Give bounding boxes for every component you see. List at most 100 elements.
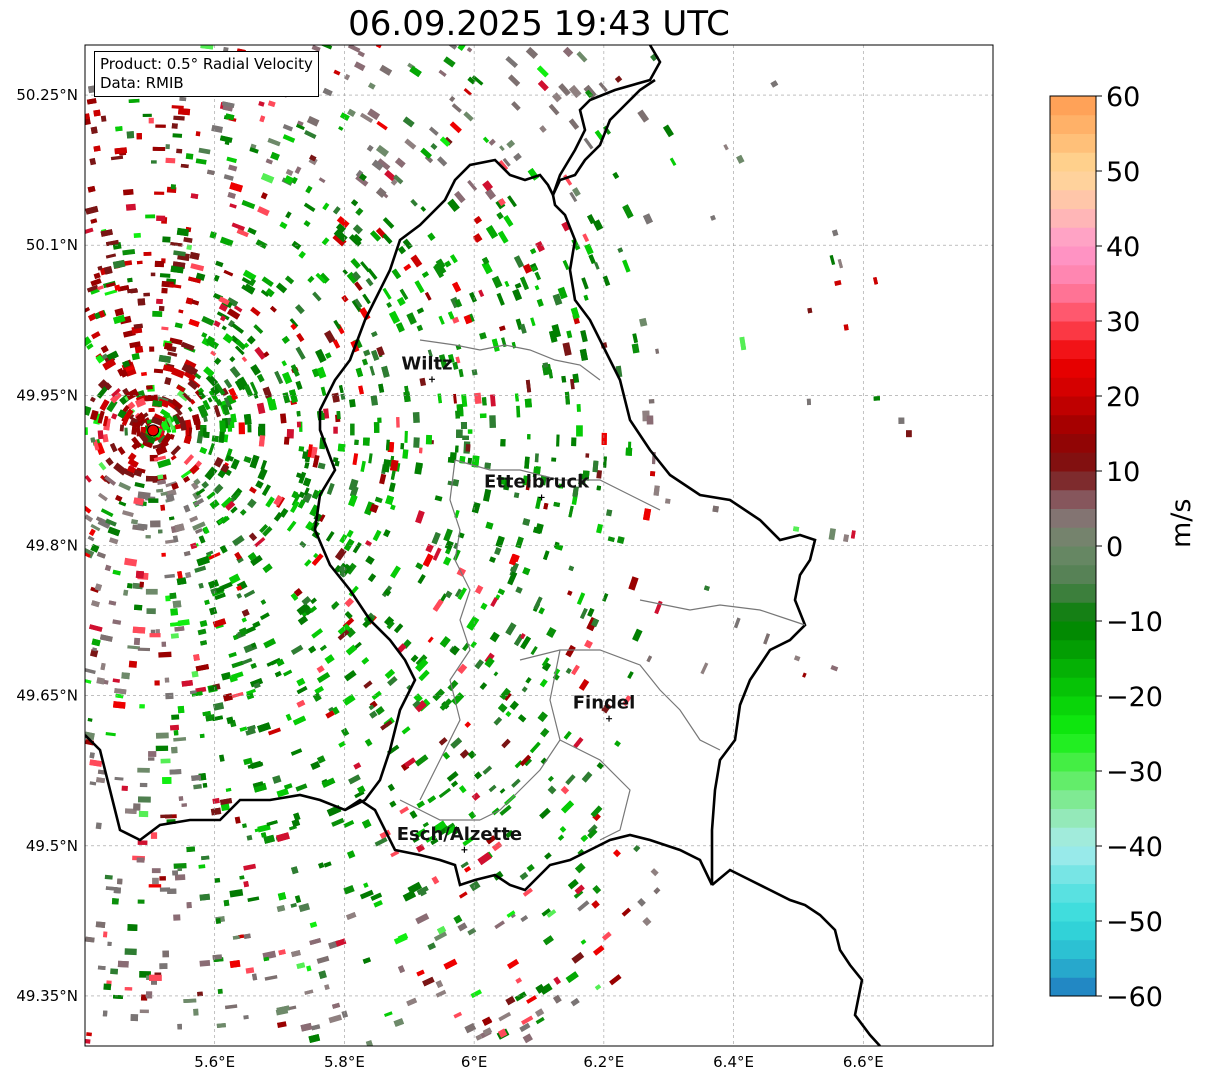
product-info-box: Product: 0.5° Radial Velocity Data: RMIB <box>94 51 319 97</box>
latitude-ticks: 50.25°N 50.1°N 49.95°N 49.8°N 49.65°N 49.5°N 4… <box>16 86 78 1005</box>
colorbar-band <box>1050 452 1096 472</box>
colorbar-band <box>1050 133 1096 153</box>
colorbar-band <box>1050 583 1096 603</box>
city-wiltz: Wiltz <box>401 353 453 383</box>
city-marker <box>538 494 545 501</box>
colorbar-band <box>1050 246 1096 266</box>
colorbar-tick-label: 30 <box>1106 307 1140 338</box>
colorbar-band <box>1050 846 1096 866</box>
colorbar-band <box>1050 808 1096 828</box>
city-esch-alzette: Esch/Alzette <box>397 824 522 853</box>
colorbar-band <box>1050 96 1096 116</box>
lon-tick-label: 5.8°E <box>324 1053 365 1071</box>
colorbar-band <box>1050 321 1096 341</box>
colorbar-band <box>1050 377 1096 397</box>
radar-plot-area: Wiltz Ettelbruck Findel Esch/Alzette <box>85 45 993 1046</box>
colorbar-band <box>1050 302 1096 322</box>
colorbar-tick-label: −60 <box>1106 982 1163 1013</box>
colorbar-tick-label: −30 <box>1106 757 1163 788</box>
colorbar-tick-label: −50 <box>1106 907 1163 938</box>
colorbar-band <box>1050 414 1096 434</box>
city-marker <box>606 715 613 722</box>
district-border <box>399 339 806 841</box>
colorbar-tick-label: 60 <box>1106 82 1140 113</box>
colorbar-tick-label: 10 <box>1106 457 1140 488</box>
colorbar-band <box>1050 527 1096 547</box>
lon-tick-label: 6°E <box>461 1053 488 1071</box>
colorbar-band <box>1050 152 1096 172</box>
colorbar-band <box>1050 677 1096 697</box>
country-border-luxembourg-france <box>344 798 714 892</box>
colorbar-band <box>1050 396 1096 416</box>
map-title: 06.09.2025 19:43 UTC <box>348 4 730 44</box>
lat-tick-label: 49.5°N <box>26 837 78 855</box>
colorbar-band <box>1050 752 1096 772</box>
colorbar-band <box>1050 602 1096 622</box>
lon-tick-label: 6.6°E <box>843 1053 884 1071</box>
colorbar-band <box>1050 939 1096 959</box>
lon-tick-label: 6.4°E <box>713 1053 754 1071</box>
colorbar-band <box>1050 864 1096 884</box>
colorbar-band <box>1050 339 1096 359</box>
colorbar-band <box>1050 171 1096 191</box>
longitude-ticks: 5.6°E 5.8°E 6°E 6.2°E 6.4°E 6.6°E <box>194 1053 883 1071</box>
colorbar-band <box>1050 358 1096 378</box>
lat-tick-label: 49.8°N <box>26 537 78 555</box>
city-labels: Wiltz Ettelbruck Findel Esch/Alzette <box>397 353 636 853</box>
map-frame <box>84 44 994 1047</box>
colorbar-tick-label: 50 <box>1106 157 1140 188</box>
lon-tick-label: 6.2°E <box>583 1053 624 1071</box>
city-name: Findel <box>573 693 636 714</box>
colorbar-band <box>1050 264 1096 284</box>
colorbar-band <box>1050 714 1096 734</box>
colorbar-band <box>1050 658 1096 678</box>
city-marker <box>428 376 435 383</box>
colorbar-band <box>1050 827 1096 847</box>
data-source-label: Data: RMIB <box>100 74 184 92</box>
colorbar-tick-label: −40 <box>1106 832 1163 863</box>
product-label: Product: 0.5° Radial Velocity <box>100 55 313 73</box>
country-border-germany-france <box>711 868 881 1046</box>
colorbar-tick-label: 0 <box>1106 532 1123 563</box>
colorbar-band <box>1050 283 1096 303</box>
colorbar-tick-label: −10 <box>1106 607 1163 638</box>
colorbar-band <box>1050 208 1096 228</box>
colorbar-band <box>1050 508 1096 528</box>
colorbar-tick-label: −20 <box>1106 682 1163 713</box>
colorbar-band <box>1050 564 1096 584</box>
colorbar-band <box>1050 639 1096 659</box>
lat-tick-label: 49.95°N <box>16 386 78 404</box>
colorbar-band <box>1050 771 1096 791</box>
colorbar: 60 50 40 30 20 10 0 −10 −20 −30 −40 −50 −60 <box>1049 82 1163 1013</box>
city-name: Ettelbruck <box>484 471 590 492</box>
colorbar-band <box>1050 621 1096 641</box>
colorbar-band <box>1050 489 1096 509</box>
radar-velocity-field <box>85 45 912 1046</box>
gridlines <box>85 45 993 1046</box>
colorbar-tick-label: 20 <box>1106 382 1140 413</box>
colorbar-band <box>1050 733 1096 753</box>
lon-tick-label: 5.6°E <box>194 1053 235 1071</box>
lat-tick-label: 50.25°N <box>16 86 78 104</box>
city-findel: Findel <box>573 693 636 722</box>
lat-tick-label: 49.35°N <box>16 987 78 1005</box>
city-marker <box>461 846 468 853</box>
city-name: Wiltz <box>401 353 452 374</box>
colorbar-band <box>1050 114 1096 134</box>
city-name: Esch/Alzette <box>397 824 522 845</box>
colorbar-band <box>1050 921 1096 941</box>
colorbar-band <box>1050 433 1096 453</box>
lat-tick-label: 49.65°N <box>16 687 78 705</box>
colorbar-unit-label: m/s <box>1166 498 1197 548</box>
colorbar-band <box>1050 789 1096 809</box>
colorbar-band <box>1050 883 1096 903</box>
colorbar-band <box>1050 696 1096 716</box>
colorbar-band <box>1050 958 1096 978</box>
colorbar-band <box>1050 977 1096 997</box>
colorbar-band <box>1050 902 1096 922</box>
colorbar-tick-label: 40 <box>1106 232 1140 263</box>
radar-site-marker <box>147 424 160 437</box>
colorbar-band <box>1050 189 1096 209</box>
colorbar-band <box>1050 546 1096 566</box>
